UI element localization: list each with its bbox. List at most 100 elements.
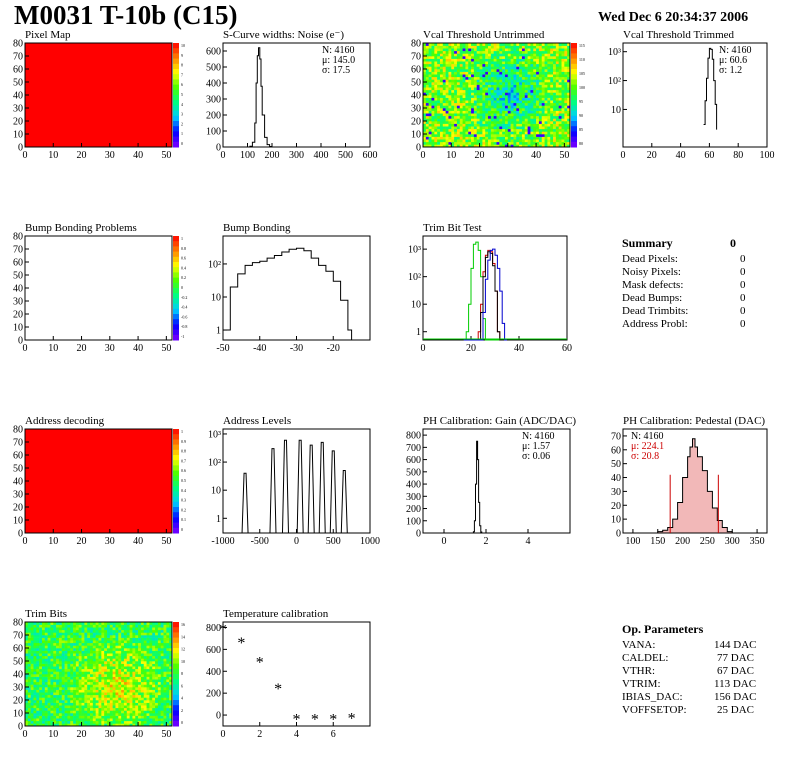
trim-bits-colorbar-tick: 6 [181,683,183,688]
bump-problems-colorbar-tick: 0.2 [181,275,186,280]
bump-problems-ytick-label: 60 [13,258,23,269]
vcal-trimmed-xtick-label: 60 [704,150,714,161]
scurve-noise-title: S-Curve widths: Noise (e⁻) [223,29,344,41]
ph-gain-ytick-label: 300 [406,492,421,503]
bump-problems-xtick-label: 20 [77,343,87,354]
ph-pedestal-ytick-label: 0 [616,529,621,540]
trim-bits-ytick-label: 50 [13,657,23,668]
address-levels-peak [307,444,315,534]
temp-calib-xtick-label: 6 [331,729,336,740]
trim-bit-test-xtick-label: 60 [562,343,572,354]
trim-bits-colorbar-tick: 16 [181,622,185,627]
address-decoding-colorbar-tick: 0 [181,527,183,532]
bump-problems-ytick-label: 70 [13,245,23,256]
ph-pedestal-ytick-label: 40 [611,473,621,484]
vcal-untrimmed-title: Vcal Threshold Untrimmed [423,29,545,41]
page-title: M0031 T-10b (C15) [14,0,238,30]
address-levels-xtick-label: 500 [326,536,341,547]
trim-bit-test-ytick-label: 10 [411,300,421,311]
pixel-map-xtick-label: 10 [48,150,58,161]
trim-bits-ytick-label: 20 [13,696,23,707]
bump-bonding-xtick-label: -30 [290,343,303,354]
scurve-noise-stat: σ: 17.5 [322,65,350,76]
vcal-trimmed-stat: μ: 60.6 [719,55,747,66]
vcal-untrimmed-colorbar-tick: 80 [579,141,583,146]
trim-bits-ytick-label: 30 [13,683,23,694]
temp-calib-point: * [219,622,227,639]
ph-gain-xtick-label: 2 [484,536,489,547]
scurve-noise-ytick-label: 600 [206,47,221,58]
address-levels-ytick-label: 10² [208,458,221,469]
scurve-noise-ytick-label: 300 [206,95,221,106]
chart-address-levels: -1000 -500 0 500 1000 1 10 10² 10³ [208,428,380,547]
temp-calib-ytick-label: 800 [206,623,221,634]
bump-bonding-ytick-label: 1 [216,326,221,337]
bump-bonding-xtick-label: -20 [327,343,340,354]
address-decoding-ytick-label: 70 [13,438,23,449]
trim-bits-ytick-label: 40 [13,670,23,681]
address-levels-ytick-label: 1 [216,514,221,525]
chart-ph-pedestal: 100 150 200 250 300 350 0 10 20 30 40 50 60 70 N: 4160… [611,428,768,547]
pixel-map-ytick-label: 30 [13,104,23,115]
vcal-trimmed-xtick-label: 100 [760,150,775,161]
summary-title: Summary [622,236,673,250]
vcal-untrimmed-ytick-label: 40 [411,91,421,102]
bump-problems-colorbar-tick: -1 [181,334,184,339]
temp-calib-xtick-label: 4 [294,729,299,740]
vcal-trimmed-xtick-label: 80 [733,150,743,161]
bump-problems-ytick-label: 0 [18,336,23,347]
bump-problems-colorbar-tick: 0 [181,285,183,290]
trim-bits-cells [25,622,173,727]
op-param-label: VOFFSETOP: [622,704,687,716]
summary-row-label: Noisy Pixels: [622,266,681,278]
ph-gain-ytick-label: 400 [406,480,421,491]
address-decoding-xtick-label: 20 [77,536,87,547]
trim-bit-test-ytick-label: 10² [408,272,421,283]
ph-pedestal-ytick-label: 10 [611,515,621,526]
vcal-trimmed-stat: N: 4160 [719,45,752,56]
scurve-noise-stat: N: 4160 [322,45,355,56]
pixel-map-title: Pixel Map [25,29,71,41]
bump-bonding-xtick-label: -40 [253,343,266,354]
bump-bonding-xtick-label: -50 [216,343,229,354]
pixel-map-colorbar-tick: 4 [181,102,183,107]
vcal-untrimmed-colorbar-tick: 85 [579,127,583,132]
vcal-untrimmed-xtick-label: 30 [503,150,513,161]
bump-bonding-ytick-label: 10 [211,292,221,303]
pixel-map-ytick-label: 80 [13,39,23,50]
bump-problems-xtick-label: 30 [105,343,115,354]
ph-gain-frame [422,428,571,534]
trim-bits-xtick-label: 10 [48,729,58,740]
vcal-untrimmed-colorbar: 115 110 105 100 95 90 85 80 [571,43,585,148]
ph-gain-stat: μ: 1.57 [522,441,550,452]
vcal-untrimmed-ytick-label: 80 [411,39,421,50]
op-param-label: IBIAS_DAC: [622,691,683,703]
address-decoding-xtick-label: 30 [105,536,115,547]
address-levels-title: Address Levels [223,415,292,427]
summary-row-label: Mask defects: [622,279,684,291]
bump-problems-ytick-label: 80 [13,232,23,243]
trim-bits-xtick-label: 20 [77,729,87,740]
vcal-untrimmed-xtick-label: 40 [531,150,541,161]
bump-problems-colorbar: 1 0.8 0.6 0.4 0.2 0 -0.2 -0.4 -0.6 -0.8 -1 [173,236,187,341]
scurve-noise-xtick-label: 500 [338,150,353,161]
pixel-map-colorbar-tick: 3 [181,112,183,117]
vcal-untrimmed-xtick-label: 20 [475,150,485,161]
pixel-map-xtick-label: 30 [105,150,115,161]
ph-gain-ytick-label: 500 [406,467,421,478]
ph-gain-stat: σ: 0.06 [522,451,550,462]
bump-problems-colorbar-tick: 1 [181,236,183,241]
ph-pedestal-stat: σ: 20.8 [631,451,659,462]
vcal-trimmed-stat: σ: 1.2 [719,65,742,76]
trim-bits-ytick-label: 70 [13,631,23,642]
vcal-untrimmed-ytick-label: 50 [411,78,421,89]
pixel-map-colorbar-tick: 7 [181,72,183,77]
address-decoding-ytick-label: 10 [13,516,23,527]
temp-calib-xtick-label: 2 [257,729,262,740]
bump-problems-frame [24,235,173,341]
summary-row-label: Dead Pixels: [622,253,678,265]
